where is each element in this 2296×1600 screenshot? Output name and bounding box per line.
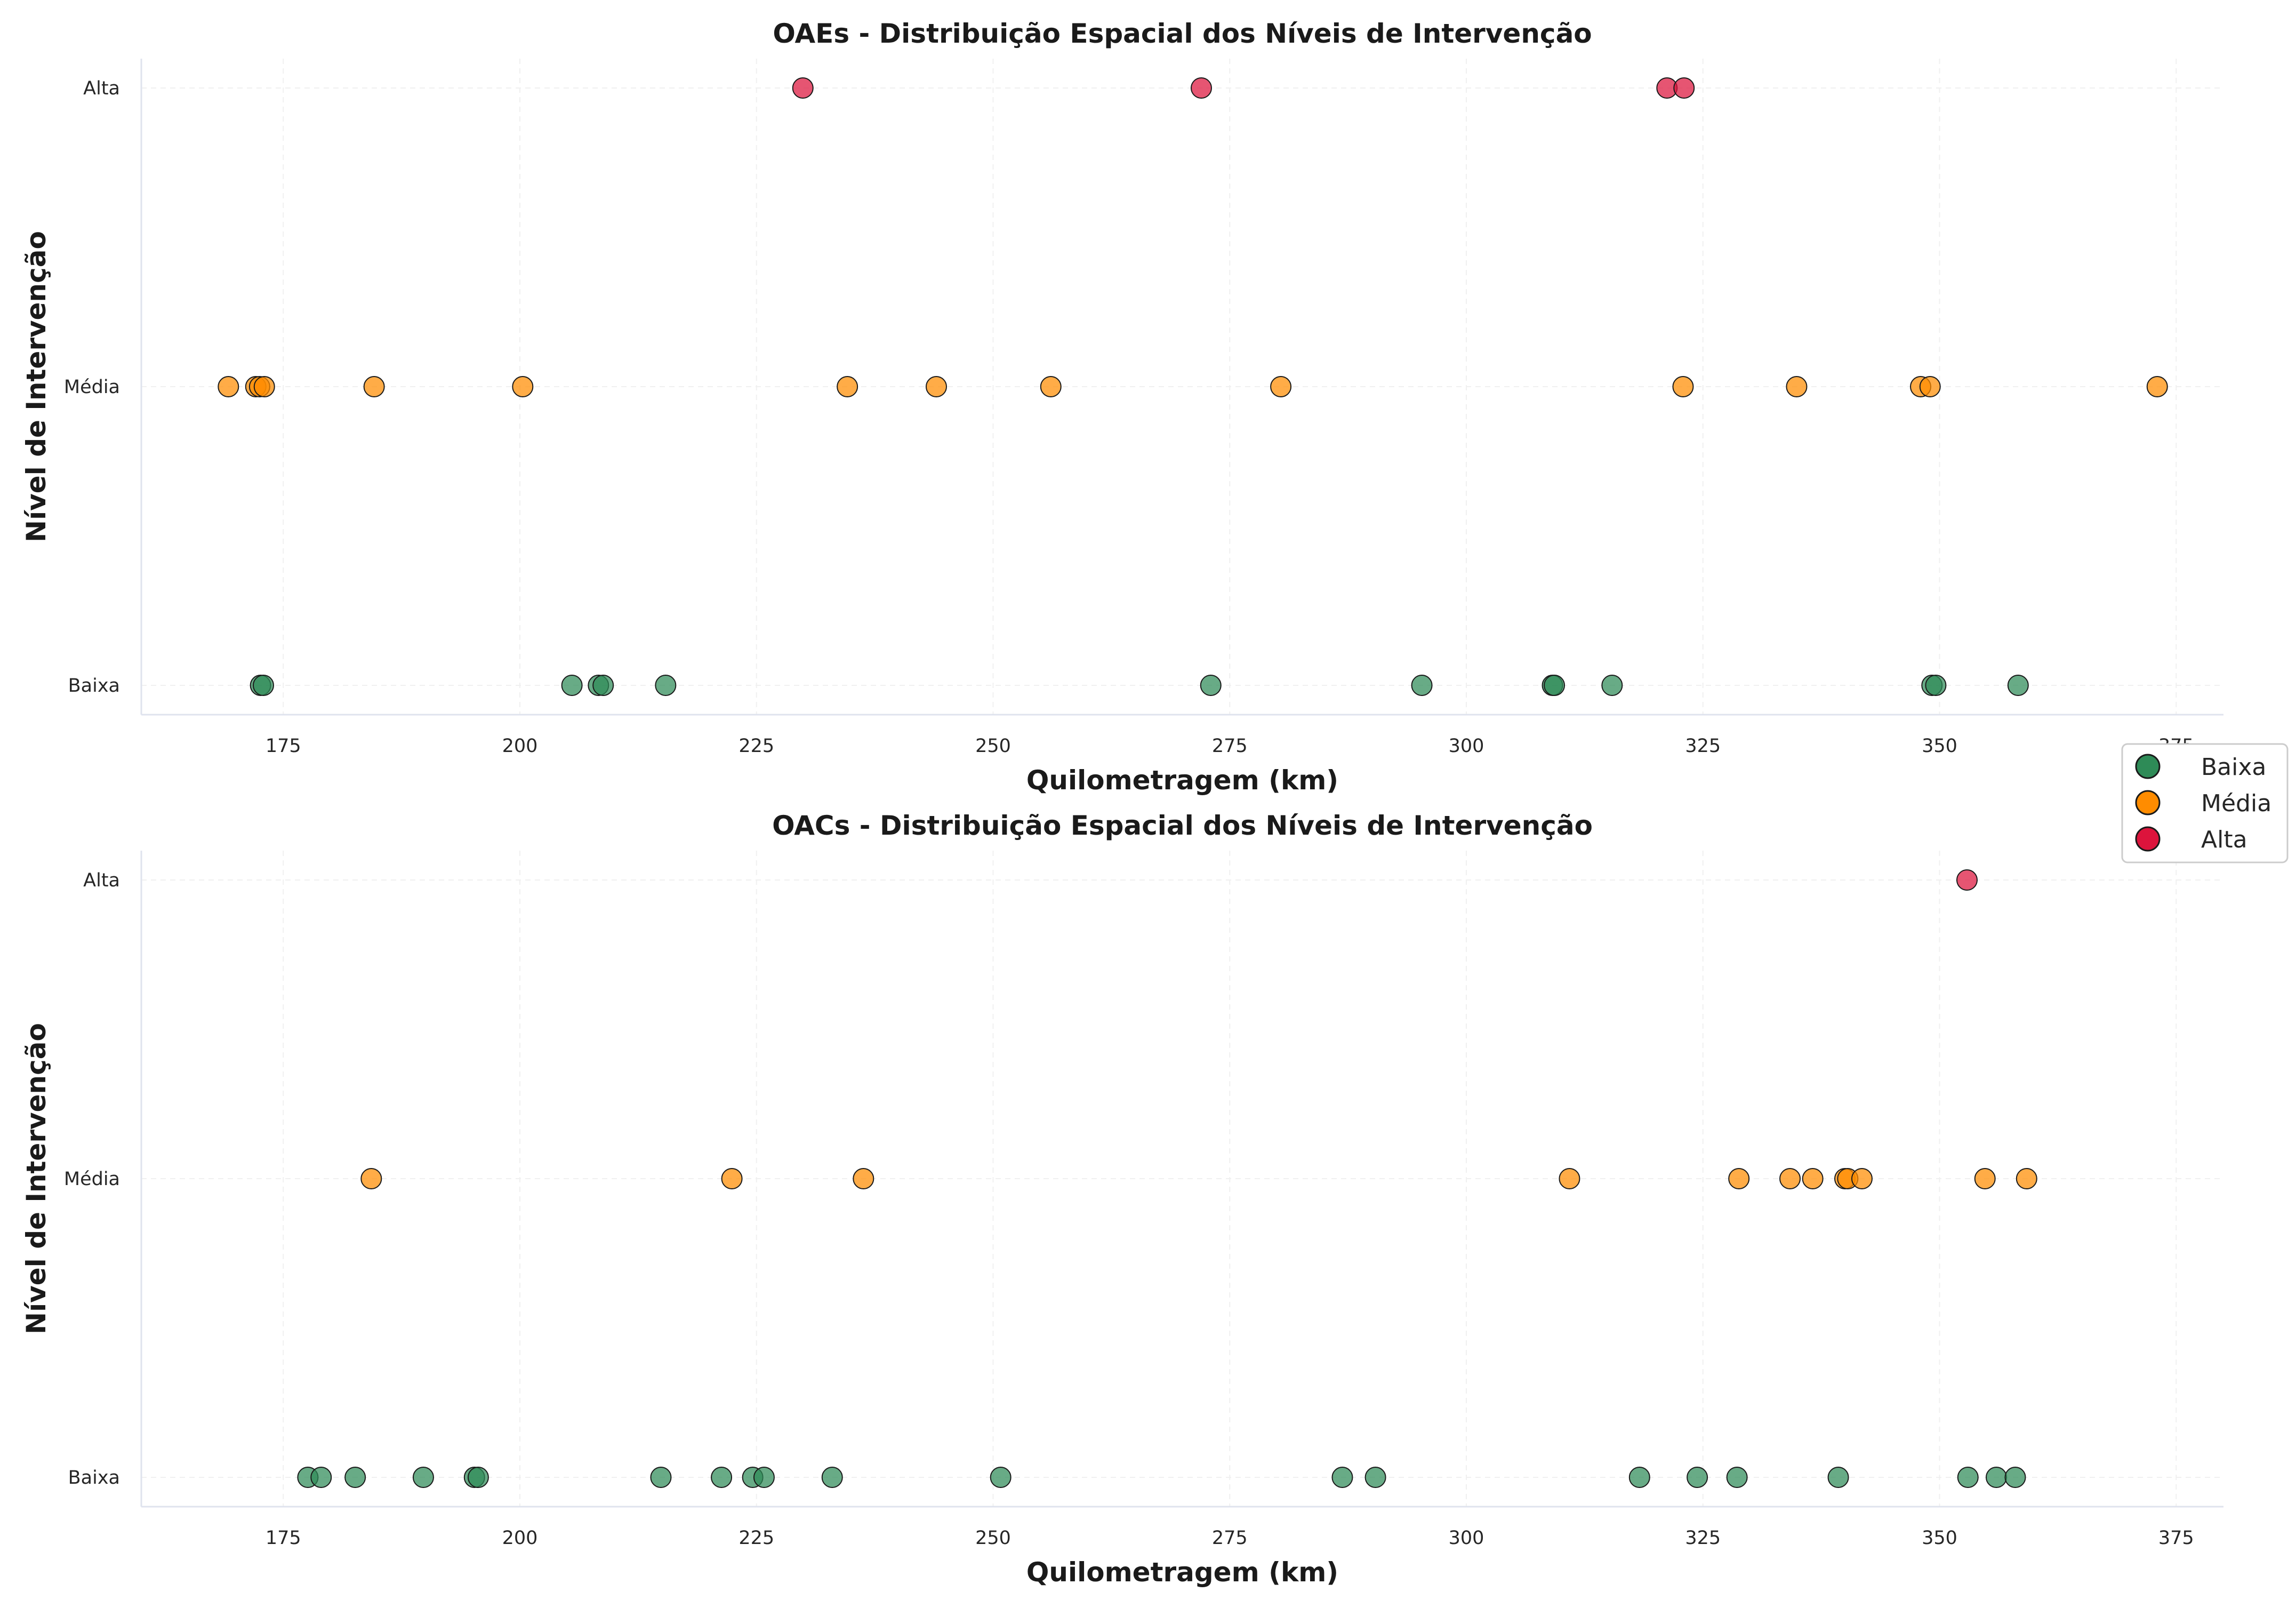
oaes-panel: OAEs - Distribuição Espacial dos Níveis … [21, 18, 2223, 796]
data-point-baixa [753, 1467, 775, 1488]
data-point-baixa [1331, 1467, 1353, 1488]
x-tick-label: 250 [975, 1527, 1011, 1549]
chart-title: OACs - Distribuição Espacial dos Níveis … [772, 810, 1593, 841]
data-point-baixa [711, 1467, 733, 1488]
data-point-media [218, 376, 239, 397]
y-tick-label: Média [64, 1169, 120, 1190]
x-tick-label: 225 [738, 1527, 774, 1549]
data-point-baixa [1544, 675, 1566, 696]
data-point-media [1559, 1168, 1580, 1189]
data-point-alta [1673, 77, 1695, 99]
data-point-alta [792, 77, 814, 99]
legend-marker [2135, 790, 2161, 815]
data-point-baixa [412, 1467, 434, 1488]
data-point-media [253, 376, 275, 397]
x-tick-label: 325 [1685, 735, 1721, 757]
x-tick-label: 225 [738, 735, 774, 757]
data-point-baixa [990, 1467, 1011, 1488]
data-point-baixa [592, 675, 614, 696]
legend-marker [2135, 754, 2161, 779]
data-point-baixa [1986, 1467, 2007, 1488]
x-tick-label: 375 [2158, 1527, 2194, 1549]
data-point-media [1779, 1168, 1801, 1189]
data-point-media [926, 376, 947, 397]
data-point-baixa [1957, 1467, 1979, 1488]
x-tick-label: 175 [266, 735, 301, 757]
y-tick-label: Baixa [68, 675, 120, 697]
legend-box [2121, 743, 2289, 863]
x-tick-label: 200 [502, 1527, 538, 1549]
legend-label: Média [2201, 790, 2271, 817]
x-axis-label: Quilometragem (km) [1026, 765, 1338, 796]
x-tick-label: 300 [1449, 1527, 1484, 1549]
data-point-baixa [1411, 675, 1433, 696]
data-point-baixa [1200, 675, 1222, 696]
data-point-baixa [2004, 1467, 2026, 1488]
y-tick-label: Alta [83, 870, 120, 891]
oacs-panel: OACs - Distribuição Espacial dos Níveis … [21, 810, 2223, 1588]
x-tick-label: 325 [1685, 1527, 1721, 1549]
data-point-baixa [1827, 1467, 1849, 1488]
data-point-media [363, 376, 385, 397]
data-point-baixa [1628, 1467, 1650, 1488]
data-point-baixa [1726, 1467, 1748, 1488]
data-point-baixa [650, 1467, 672, 1488]
data-point-media [1270, 376, 1292, 397]
y-tick-label: Alta [83, 78, 120, 99]
data-point-baixa [561, 675, 583, 696]
data-point-media [1919, 376, 1941, 397]
x-tick-label: 300 [1449, 735, 1484, 757]
data-point-baixa [310, 1467, 332, 1488]
data-point-media [853, 1168, 874, 1189]
y-axis-label: Nível de Intervenção [21, 231, 52, 542]
data-point-media [837, 376, 858, 397]
y-tick-label: Baixa [68, 1467, 120, 1489]
x-tick-label: 350 [1922, 735, 1957, 757]
data-point-alta [1191, 77, 1212, 99]
data-point-media [1786, 376, 1808, 397]
legend-label: Alta [2201, 826, 2247, 853]
legend-label: Baixa [2201, 754, 2266, 781]
data-point-baixa [655, 675, 677, 696]
x-tick-label: 175 [266, 1527, 301, 1549]
x-axis-label: Quilometragem (km) [1026, 1557, 1338, 1588]
legend: Baixa Média Alta [2121, 743, 2289, 863]
data-point-media [360, 1168, 382, 1189]
legend-marker [2135, 826, 2161, 852]
data-point-media [1802, 1168, 1824, 1189]
data-point-media [721, 1168, 743, 1189]
data-point-alta [1956, 869, 1978, 891]
data-point-baixa [1601, 675, 1623, 696]
x-tick-label: 275 [1212, 735, 1248, 757]
x-tick-label: 250 [975, 735, 1011, 757]
data-point-media [1974, 1168, 1996, 1189]
x-tick-label: 350 [1922, 1527, 1957, 1549]
data-point-baixa [2007, 675, 2029, 696]
data-point-baixa [1687, 1467, 1708, 1488]
data-point-baixa [344, 1467, 366, 1488]
x-tick-label: 275 [1212, 1527, 1248, 1549]
data-point-baixa [1925, 675, 1947, 696]
data-point-media [1851, 1168, 1873, 1189]
data-point-media [1040, 376, 1062, 397]
y-tick-label: Média [64, 377, 120, 398]
data-point-media [1672, 376, 1694, 397]
data-point-baixa [1364, 1467, 1386, 1488]
data-point-media [2016, 1168, 2037, 1189]
chart-title: OAEs - Distribuição Espacial dos Níveis … [773, 18, 1592, 49]
y-axis-label: Nível de Intervenção [21, 1023, 52, 1334]
data-point-media [512, 376, 534, 397]
data-point-media [1728, 1168, 1750, 1189]
data-point-baixa [821, 1467, 843, 1488]
data-point-baixa [467, 1467, 489, 1488]
x-tick-label: 200 [502, 735, 538, 757]
data-point-baixa [252, 675, 274, 696]
data-point-media [2146, 376, 2168, 397]
